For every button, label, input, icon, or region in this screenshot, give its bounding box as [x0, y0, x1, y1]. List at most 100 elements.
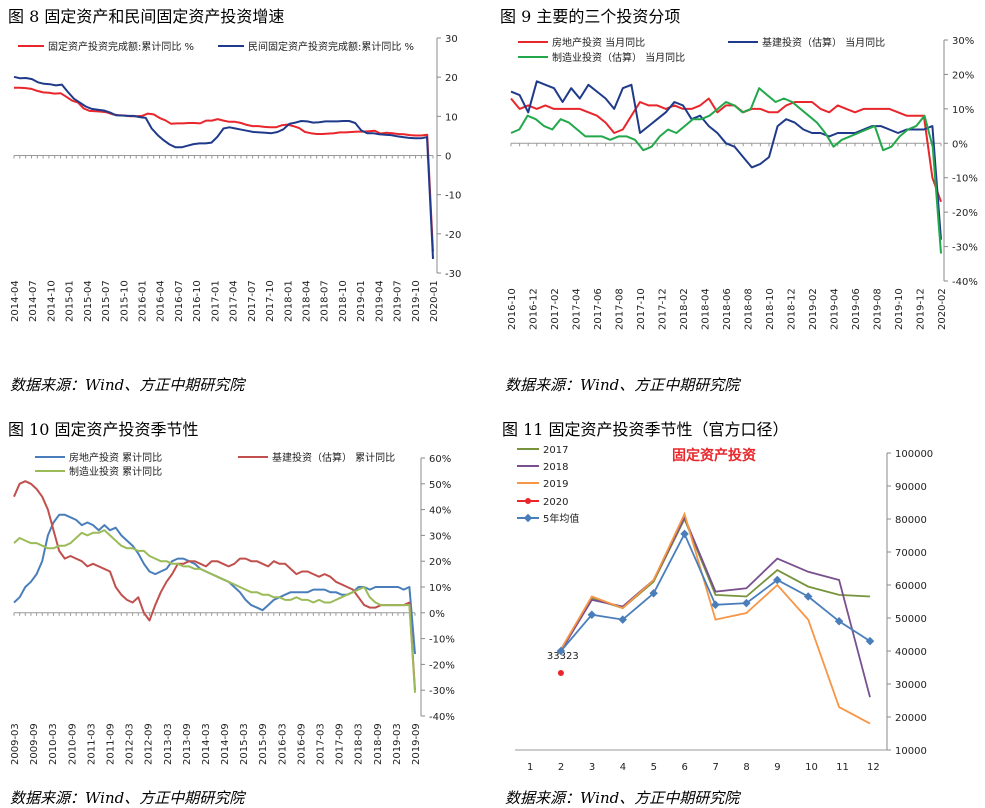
fig9-series-line-2 [510, 87, 942, 254]
fig11-avg-marker [711, 600, 720, 610]
fig11-x-tick-label: 8 [743, 762, 749, 773]
fig8-x-tick-label: 2019-10 [411, 280, 422, 322]
fig9-title: 图 9 主要的三个投资分项 [500, 7, 681, 26]
fig8-y-tick-label: 10 [445, 112, 458, 123]
fig11-x-tick-label: 11 [836, 762, 849, 773]
fig8-x-tick-label: 2016-07 [174, 280, 185, 322]
fig11-x-tick-label: 12 [867, 762, 880, 773]
fig8-x-tick-label: 2016-04 [156, 280, 167, 322]
fig8-y-tick-label: -30 [445, 269, 461, 280]
fig8-x-tick-label: 2017-10 [265, 280, 276, 322]
fig11-avg-marker [773, 575, 782, 585]
fig8-x-tick-label: 2016-10 [192, 280, 203, 322]
fig9-y-tick-label: -20% [952, 208, 978, 219]
fig8-y-tick-label: 20 [445, 73, 458, 84]
fig10-title: 图 10 固定资产投资季节性 [8, 420, 199, 439]
fig9-series-line-1 [510, 80, 942, 240]
fig11-legend-label-0: 2017 [543, 445, 568, 456]
fig10-x-tick-label: 2014-03 [201, 723, 212, 765]
fig9-x-tick-label: 2016-10 [507, 288, 518, 330]
fig9-y-tick-label: 20% [952, 70, 974, 81]
fig8-y-tick-label: 30 [445, 34, 458, 45]
fig11-avg-marker [618, 615, 627, 624]
fig11-legend-label-2: 2019 [543, 479, 568, 490]
fig8-source: 数据来源：Wind、方正中期研究院 [10, 376, 245, 394]
fig8-x-tick-label: 2015-04 [83, 280, 94, 322]
fig8-x-tick-label: 2017-01 [210, 280, 221, 322]
fig10-y-tick-label: 10% [429, 583, 451, 594]
fig10-series-line-1 [13, 480, 416, 691]
fig8-x-tick-label: 2015-10 [119, 280, 130, 322]
fig8-y-tick-label: -10 [445, 191, 461, 202]
fig9-legend-label-0: 房地产投资 当月同比 [552, 36, 645, 49]
fig9-x-tick-label: 2018-06 [722, 288, 733, 330]
fig11-x-tick-label: 4 [620, 762, 626, 773]
fig11-title: 图 11 固定资产投资季节性（官方口径） [502, 420, 789, 439]
fig8-x-tick-label: 2014-10 [46, 280, 57, 322]
fig11-x-tick-label: 7 [712, 762, 718, 773]
fig8-x-tick-label: 2014-07 [28, 280, 39, 322]
fig11-x-tick-label: 5 [651, 762, 657, 773]
fig11-y-tick-label: 60000 [895, 581, 927, 592]
fig11-avg-marker [556, 646, 566, 656]
fig11-series-line-2 [560, 511, 871, 725]
fig9-x-tick-label: 2020-02 [937, 288, 948, 330]
fig8-y-tick-label: -20 [445, 230, 461, 241]
fig8-x-tick-label: 2018-10 [338, 280, 349, 322]
fig11-avg-marker [587, 610, 597, 619]
fig8-x-tick-label: 2017-07 [247, 280, 258, 322]
fig9-x-tick-label: 2017-04 [572, 288, 583, 330]
fig10-x-tick-label: 2015-03 [239, 723, 250, 765]
fig11-series-line-0 [560, 516, 871, 650]
fig10-x-tick-label: 2016-09 [296, 723, 307, 765]
fig10-x-tick-label: 2019-03 [392, 723, 403, 765]
fig10-x-tick-label: 2015-09 [258, 723, 269, 765]
fig8-x-tick-label: 2015-07 [101, 280, 112, 322]
fig9-source: 数据来源：Wind、方正中期研究院 [505, 376, 740, 394]
fig11-x-tick-label: 6 [682, 762, 688, 773]
fig11-x-tick-label: 10 [805, 762, 818, 773]
fig11-legend-label-3: 2020 [543, 497, 568, 508]
fig11-x-tick-label: 3 [589, 762, 595, 773]
fig9-x-tick-label: 2019-08 [873, 288, 884, 330]
fig8-x-tick-label: 2019-07 [393, 280, 404, 322]
fig9-x-tick-label: 2017-02 [550, 288, 561, 330]
fig11-avg-marker [680, 529, 689, 539]
fig10-x-tick-label: 2013-09 [182, 723, 193, 765]
fig11-y-tick-label: 80000 [895, 515, 927, 526]
fig10-x-tick-label: 2010-03 [48, 723, 59, 765]
fig9-x-tick-label: 2016-12 [529, 288, 540, 330]
fig10-x-tick-label: 2009-03 [10, 723, 21, 765]
fig11-avg-marker [834, 617, 844, 626]
fig10-y-tick-label: 40% [429, 506, 451, 517]
fig9-x-tick-label: 2017-12 [658, 288, 669, 330]
fig10-y-tick-label: 20% [429, 557, 451, 568]
fig9-x-tick-label: 2018-02 [679, 288, 690, 330]
fig11-legend-label-1: 2018 [543, 462, 568, 473]
fig8-legend-label-0: 固定资产投资完成额:累计同比 % [48, 40, 194, 53]
fig8-x-tick-label: 2017-04 [229, 280, 240, 322]
fig10-legend-label-2: 制造业投资 累计同比 [69, 465, 162, 478]
fig11-y-tick-label: 40000 [895, 647, 927, 658]
fig10-x-tick-label: 2014-09 [220, 723, 231, 765]
fig10-x-tick-label: 2018-09 [373, 723, 384, 765]
fig11-x-tick-label: 9 [774, 762, 780, 773]
fig9-y-tick-label: 0% [952, 139, 968, 150]
fig10-x-tick-label: 2013-03 [163, 723, 174, 765]
fig10-x-tick-label: 2016-03 [277, 723, 288, 765]
fig9-x-tick-label: 2017-06 [593, 288, 604, 330]
fig8-title: 图 8 固定资产和民间固定资产投资增速 [8, 7, 285, 26]
fig8-legend-label-1: 民间固定资产投资完成额:累计同比 % [248, 40, 414, 53]
fig10-x-tick-label: 2018-03 [354, 723, 365, 765]
fig11-legend-marker-avg [523, 513, 533, 523]
fig11-inner-title: 固定资产投资 [672, 447, 756, 464]
fig11-x-tick-label: 2 [558, 762, 564, 773]
fig9-x-tick-label: 2019-12 [916, 288, 927, 330]
fig11-source: 数据来源：Wind、方正中期研究院 [505, 789, 740, 807]
fig8-x-tick-label: 2019-04 [374, 280, 385, 322]
fig9-y-tick-label: -40% [952, 277, 978, 288]
fig8-x-tick-label: 2018-01 [283, 280, 294, 322]
fig8-x-tick-label: 2018-04 [301, 280, 312, 322]
fig10-series-line-0 [13, 513, 416, 655]
